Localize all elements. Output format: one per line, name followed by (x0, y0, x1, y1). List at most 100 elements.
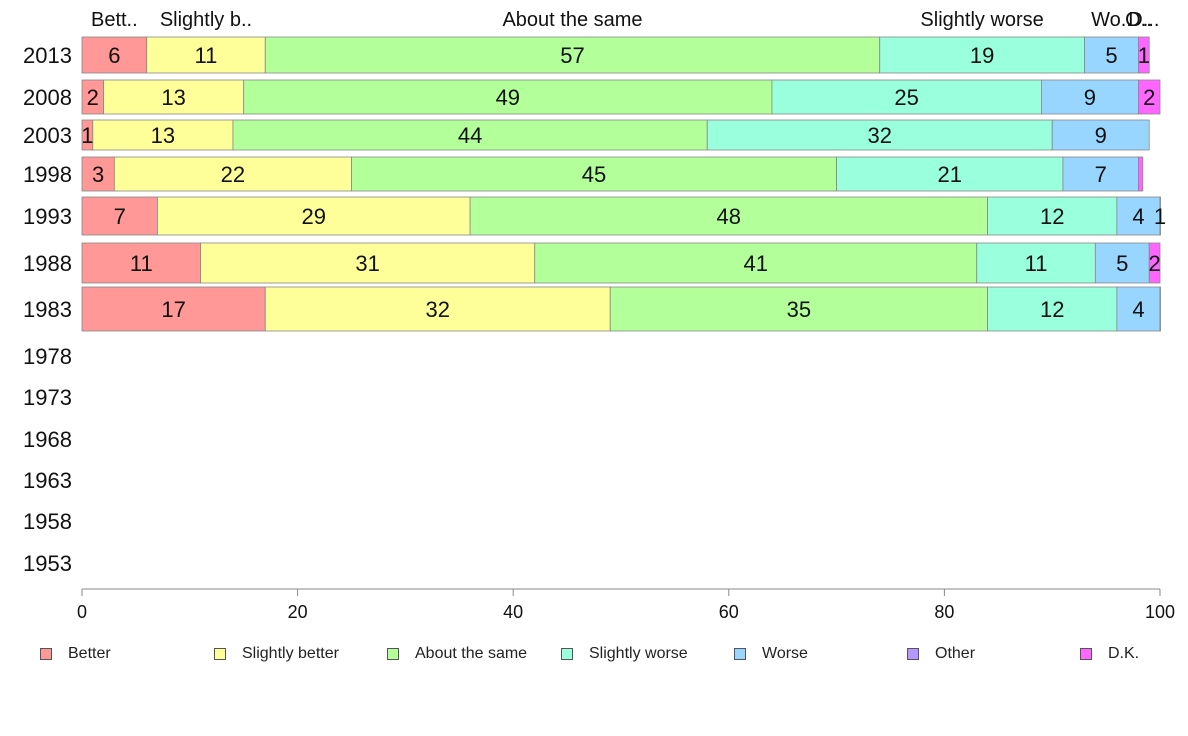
data-label: 3 (92, 162, 104, 187)
bar-segment (1159, 196, 1161, 236)
y-tick-label: 2008 (23, 85, 72, 110)
data-label: 4 (1132, 204, 1144, 229)
y-tick-label: 1958 (23, 509, 72, 534)
y-tick-label: 1998 (23, 162, 72, 187)
legend-label: Better (68, 645, 111, 662)
data-label: 12 (1040, 297, 1064, 322)
bar-segment (469, 196, 988, 236)
data-label: 21 (938, 162, 962, 187)
top-series-label: Bett.. (91, 9, 138, 31)
bar-segment (81, 156, 115, 192)
bar-segment (534, 242, 978, 284)
x-tick-label: 60 (719, 602, 739, 622)
data-label: 11 (195, 43, 218, 68)
top-series-label: D... (1128, 9, 1159, 31)
x-tick-label: 40 (503, 602, 523, 622)
data-label: 35 (787, 297, 811, 322)
bar-segment (879, 36, 1085, 74)
legend-swatch (561, 648, 573, 660)
bar-segment (81, 286, 266, 332)
legend-label: Worse (762, 645, 808, 662)
y-tick-label: 1963 (23, 468, 72, 493)
data-label: 1 (1138, 43, 1150, 68)
x-tick-label: 80 (934, 602, 954, 622)
bar-segment (113, 156, 352, 192)
x-tick-label: 100 (1145, 602, 1175, 622)
legend-item: Better (40, 640, 111, 668)
legend-label: D.K. (1108, 645, 1140, 662)
data-label: 45 (582, 162, 606, 187)
bar-segment (157, 196, 471, 236)
bar-segment (1138, 79, 1161, 115)
data-label: 9 (1084, 85, 1096, 110)
legend-item: About the same (387, 640, 527, 668)
bar-segment (200, 242, 536, 284)
legend-item: Other (907, 640, 975, 668)
data-label: 13 (151, 123, 175, 148)
y-tick-label: 1988 (23, 251, 72, 276)
data-label: 13 (161, 85, 185, 110)
data-label: 49 (496, 85, 520, 110)
bar-segment (836, 156, 1064, 192)
bar-segment (243, 79, 773, 115)
data-label: 6 (108, 43, 120, 68)
bar-segment (81, 196, 158, 236)
legend-item: Worse (734, 640, 808, 668)
y-tick-label: 1983 (23, 297, 72, 322)
legend-item: Slightly worse (561, 640, 688, 668)
bar-segment (1159, 286, 1161, 332)
legend-label: About the same (415, 645, 528, 662)
data-label: 25 (894, 85, 918, 110)
top-series-label: Wo.. (1091, 9, 1132, 31)
bar-segment (1084, 36, 1139, 74)
bar-segment (987, 196, 1118, 236)
data-label: 22 (221, 162, 245, 187)
bar-segment (987, 286, 1118, 332)
legend-label: Slightly better (242, 645, 339, 662)
bar-segment (1138, 36, 1150, 74)
data-label: 9 (1095, 123, 1107, 148)
data-label: 17 (161, 297, 185, 322)
data-label: 57 (560, 43, 584, 68)
bar-segment (706, 119, 1053, 151)
legend-swatch (387, 648, 399, 660)
y-tick-label: 2013 (23, 43, 72, 68)
data-label: 41 (744, 251, 768, 276)
bar-segment (92, 119, 234, 151)
bar-segment (976, 242, 1096, 284)
data-label: 2 (87, 85, 99, 110)
legend-label: Slightly worse (589, 645, 688, 662)
data-label: 7 (1095, 162, 1107, 187)
bar-segment (1148, 242, 1161, 284)
y-tick-label: 2003 (23, 123, 72, 148)
stacked-bar-chart: 2013200820031998199319881983197819731968… (23, 9, 1175, 622)
legend-swatch (734, 648, 746, 660)
data-label: 19 (970, 43, 994, 68)
data-label: 11 (130, 251, 153, 276)
data-label: 44 (458, 123, 482, 148)
bar-segment (1041, 79, 1139, 115)
bar-segment (1051, 119, 1150, 151)
bar-segment (81, 36, 148, 74)
x-tick-label: 20 (288, 602, 308, 622)
top-series-label: O.. (1125, 9, 1152, 31)
data-label: 32 (425, 297, 449, 322)
data-label: 32 (867, 123, 891, 148)
legend-item: D.K. (1080, 640, 1139, 668)
legend-swatch (214, 648, 226, 660)
data-label: 7 (114, 204, 126, 229)
data-label: 5 (1105, 43, 1117, 68)
data-label: 2 (1148, 251, 1160, 276)
top-series-label: Slightly worse (920, 9, 1043, 31)
bar-segment (1116, 196, 1161, 236)
data-label: 1 (1154, 204, 1166, 229)
data-label: 31 (355, 251, 379, 276)
y-tick-label: 1993 (23, 204, 72, 229)
chart-legend: Better Slightly better About the same Sligh… (0, 640, 1188, 668)
legend-item: Slightly better (214, 640, 339, 668)
bar-segment (1062, 156, 1139, 192)
bar-segment (103, 79, 245, 115)
y-tick-label: 1968 (23, 427, 72, 452)
top-series-label: About the same (502, 9, 642, 31)
data-label: 4 (1132, 297, 1144, 322)
